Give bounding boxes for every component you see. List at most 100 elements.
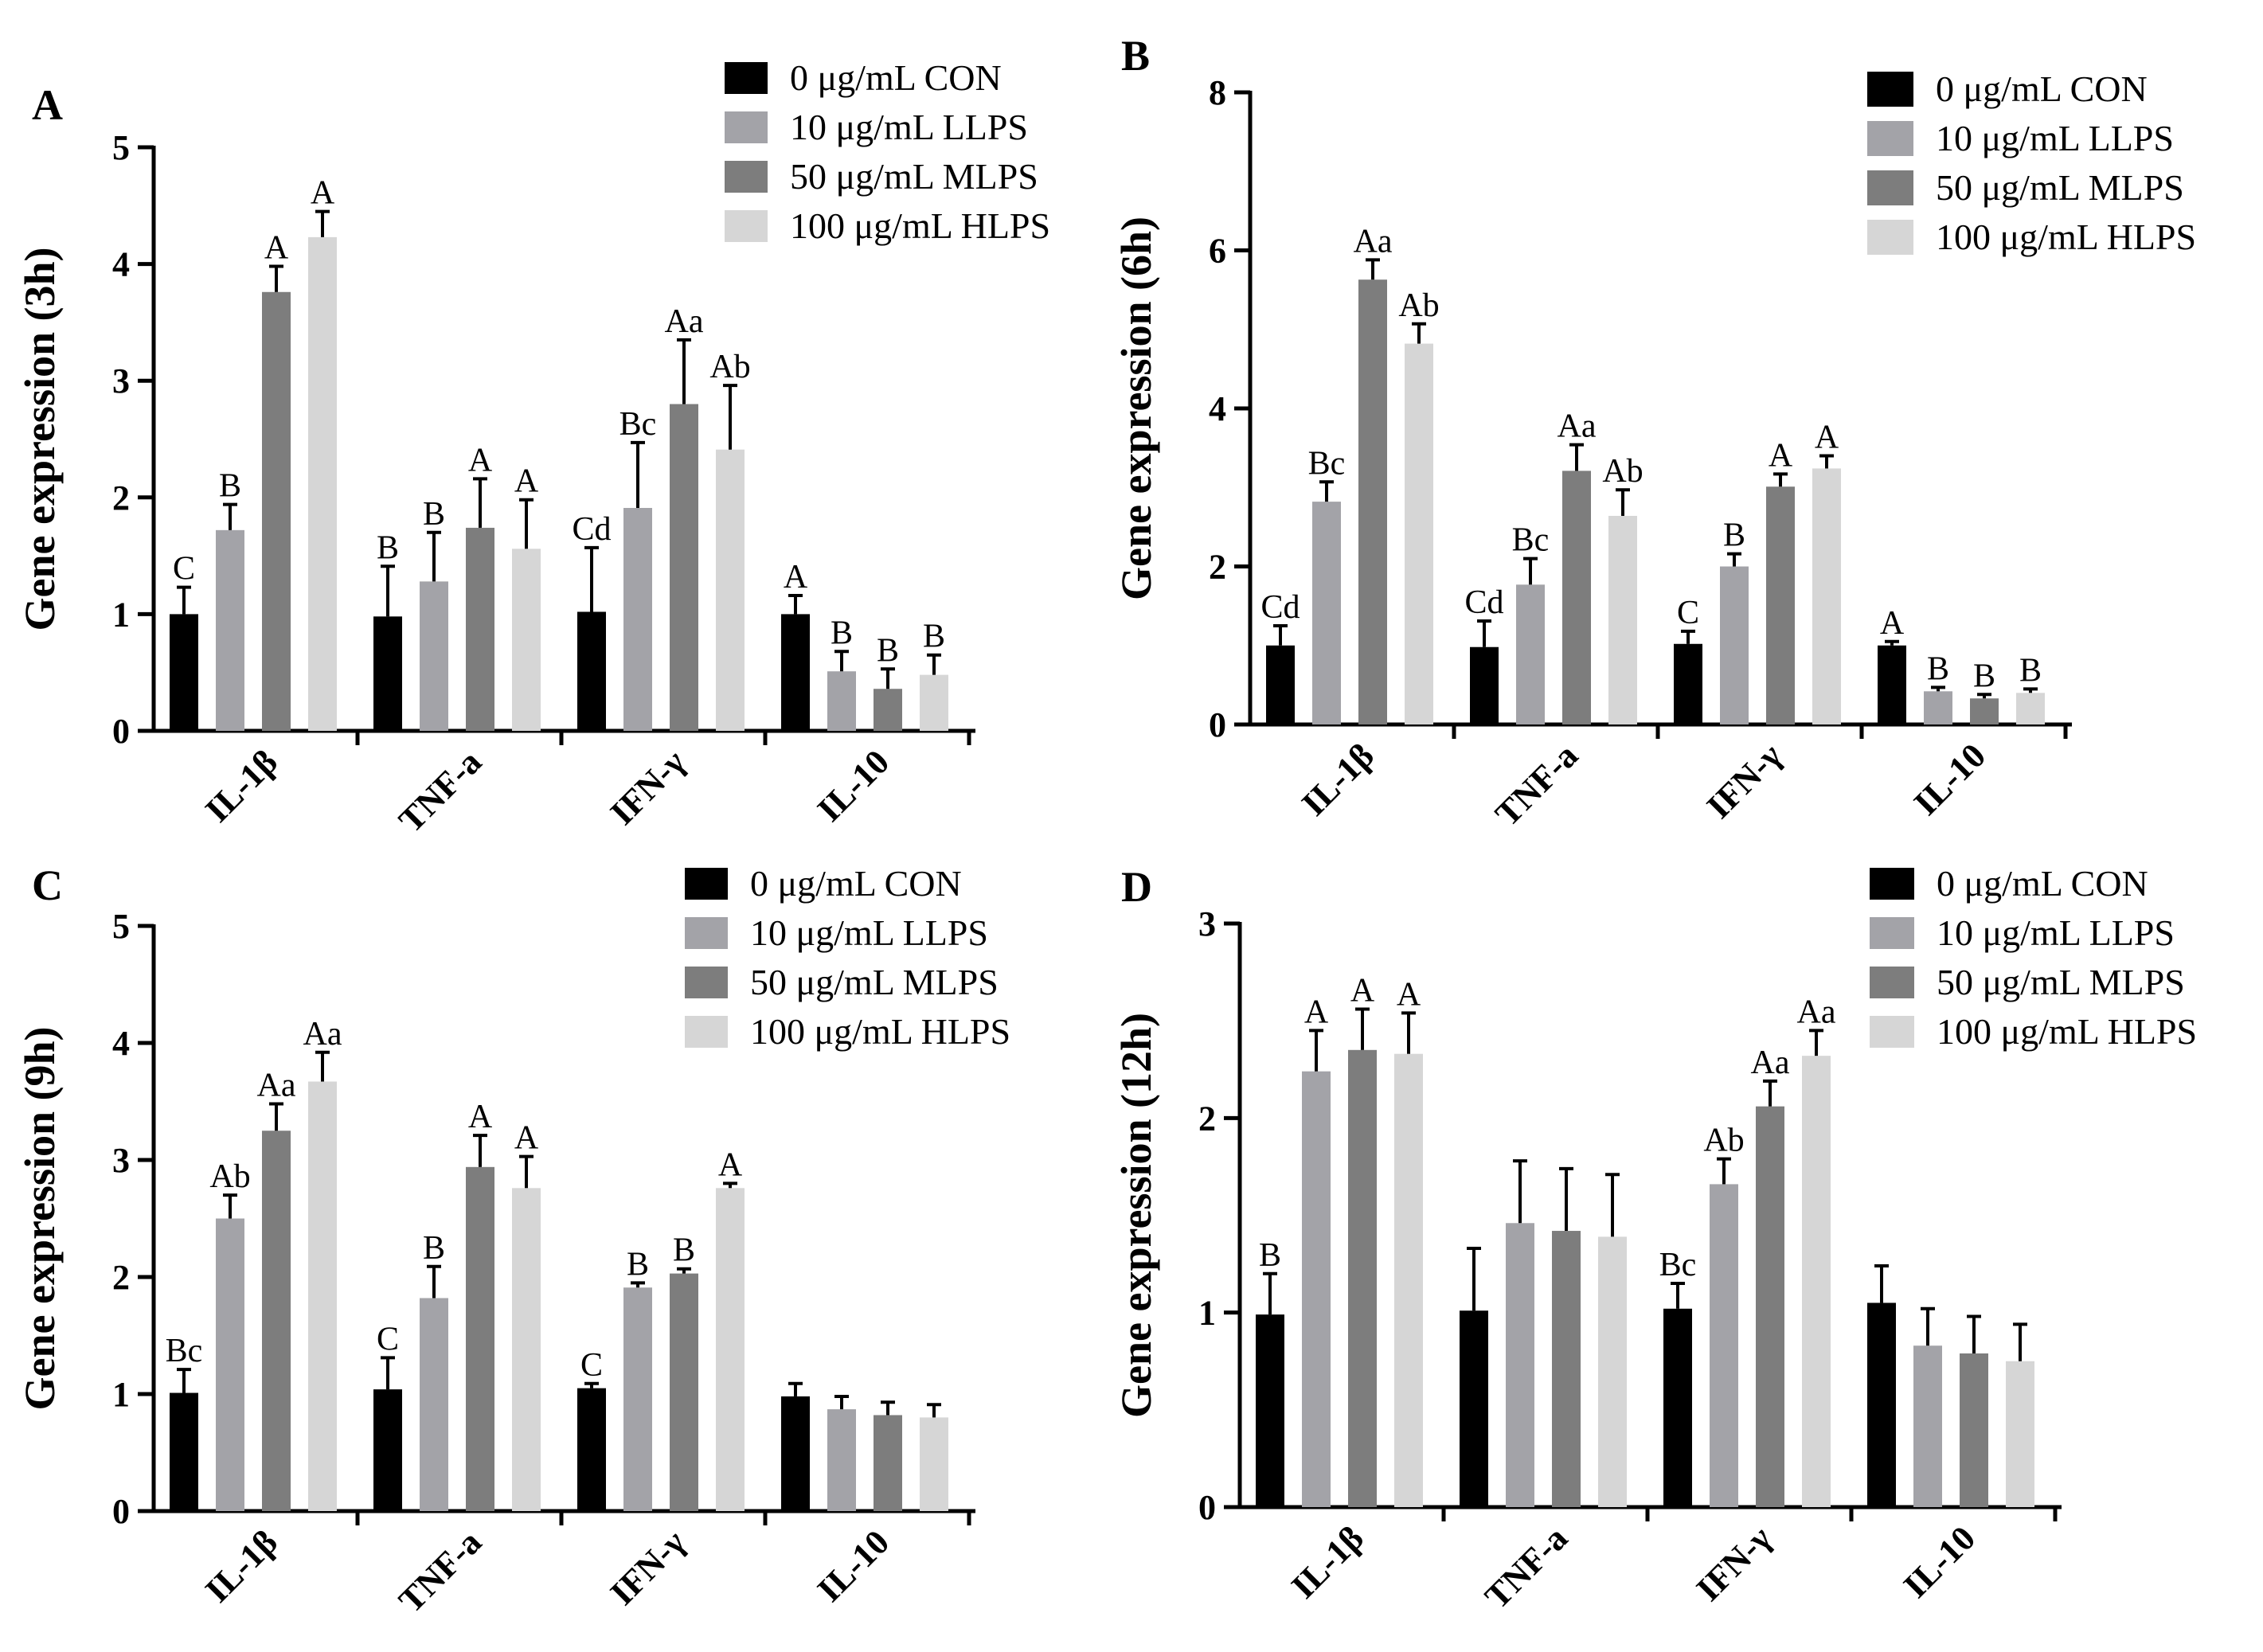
significance-label: Aa xyxy=(1751,1045,1790,1081)
x-tick-label: IFN-γ xyxy=(1689,1518,1779,1608)
significance-label: C xyxy=(580,1347,603,1384)
significance-label: B xyxy=(1723,517,1745,554)
bar-tnf-a-series-3 xyxy=(1598,1236,1627,1507)
bar-ifn--series-3 xyxy=(1812,468,1841,724)
significance-label: Aa xyxy=(257,1067,296,1103)
significance-label: A xyxy=(311,175,335,212)
bar-il-1--series-3 xyxy=(308,1081,337,1511)
bar-ifn--series-0 xyxy=(1674,643,1702,724)
bar-tnf-a-series-1 xyxy=(1516,584,1545,724)
y-axis-label: Gene expression (12h) xyxy=(1112,1013,1160,1418)
y-tick-label: 0 xyxy=(112,712,130,751)
bar-tnf-a-series-1 xyxy=(1506,1223,1534,1507)
bar-il-10-series-0 xyxy=(781,1396,810,1511)
bar-il-1--series-3 xyxy=(308,236,337,732)
significance-label: A xyxy=(1769,437,1793,474)
bar-il-1--series-1 xyxy=(1302,1071,1331,1507)
legend-label: 100 μg/mL HLPS xyxy=(1936,217,2196,257)
significance-label: Bc xyxy=(1512,522,1550,559)
significance-label: B xyxy=(2019,652,2042,689)
significance-label: Aa xyxy=(303,1016,342,1053)
legend-swatch xyxy=(685,1016,728,1048)
bar-il-10-series-1 xyxy=(1924,691,1952,724)
legend-label: 0 μg/mL CON xyxy=(1936,68,2148,109)
legend-swatch xyxy=(1867,72,1913,107)
y-tick-label: 4 xyxy=(112,245,130,284)
significance-label: A xyxy=(264,230,289,267)
y-axis-label: Gene expression (6h) xyxy=(1112,217,1160,600)
legend-swatch xyxy=(1870,868,1914,900)
significance-label: A xyxy=(1350,973,1375,1010)
significance-label: B xyxy=(377,529,399,566)
x-tick-label: IFN-γ xyxy=(603,742,693,832)
bar-il-10-series-3 xyxy=(920,674,948,731)
bar-il-10-series-3 xyxy=(920,1417,948,1511)
significance-label: A xyxy=(1397,976,1421,1013)
legend-swatch xyxy=(725,62,768,94)
significance-label: Bc xyxy=(619,406,657,443)
bar-ifn--series-0 xyxy=(577,1388,606,1511)
legend-label: 50 μg/mL MLPS xyxy=(1937,962,2185,1002)
bar-ifn--series-1 xyxy=(1710,1184,1738,1507)
bar-tnf-a-series-1 xyxy=(420,1298,448,1511)
bar-tnf-a-series-0 xyxy=(373,1389,402,1511)
legend-swatch xyxy=(1870,917,1914,949)
bar-ifn--series-0 xyxy=(1663,1308,1692,1507)
y-tick-label: 3 xyxy=(112,361,130,400)
bar-il-10-series-1 xyxy=(827,671,856,731)
bar-ifn--series-2 xyxy=(1756,1106,1784,1507)
y-tick-label: 2 xyxy=(1209,548,1226,587)
legend-swatch xyxy=(1870,1016,1914,1048)
significance-label: C xyxy=(377,1321,399,1357)
significance-label: A xyxy=(468,1099,493,1135)
x-tick-label: IL-1β xyxy=(1284,1518,1371,1606)
y-axis-label: Gene expression (3h) xyxy=(16,248,64,631)
significance-label: Aa xyxy=(1354,223,1393,260)
bar-il-10-series-3 xyxy=(2016,693,2045,724)
legend-label: 100 μg/mL HLPS xyxy=(750,1011,1010,1052)
bar-ifn--series-1 xyxy=(623,1287,652,1511)
y-tick-label: 4 xyxy=(1209,389,1226,428)
x-tick-label: IFN-γ xyxy=(1699,736,1789,826)
bar-il-1--series-0 xyxy=(1256,1314,1284,1507)
legend-label: 10 μg/mL LLPS xyxy=(750,912,988,953)
bar-il-1--series-2 xyxy=(262,1131,291,1511)
legend-label: 10 μg/mL LLPS xyxy=(1937,912,2175,953)
bar-il-1--series-1 xyxy=(216,529,244,731)
significance-label: Ab xyxy=(1398,287,1439,324)
y-tick-label: 0 xyxy=(1198,1488,1216,1527)
significance-label: Cd xyxy=(1260,589,1300,626)
bar-il-1--series-1 xyxy=(1312,502,1341,724)
significance-label: Aa xyxy=(665,303,704,340)
significance-label: Ab xyxy=(709,349,750,385)
significance-label: Bc xyxy=(1308,445,1346,482)
significance-label: A xyxy=(1880,605,1905,642)
bar-tnf-a-series-2 xyxy=(1562,471,1591,724)
bar-il-10-series-0 xyxy=(1878,645,1906,724)
y-tick-label: 3 xyxy=(112,1141,130,1180)
legend-swatch xyxy=(685,868,728,900)
significance-label: A xyxy=(1304,994,1329,1030)
significance-label: C xyxy=(1677,595,1699,631)
y-tick-label: 2 xyxy=(1198,1099,1216,1138)
x-tick-label: IL-10 xyxy=(1906,736,1993,822)
significance-label: A xyxy=(468,442,493,478)
bar-il-10-series-1 xyxy=(1913,1345,1942,1507)
significance-label: A xyxy=(514,463,539,500)
significance-label: B xyxy=(923,619,945,655)
y-tick-label: 5 xyxy=(112,907,130,946)
significance-label: B xyxy=(1927,650,1949,687)
bar-ifn--series-3 xyxy=(716,449,745,731)
legend-swatch xyxy=(685,917,728,949)
x-tick-label: TNF-a xyxy=(391,1522,489,1620)
bar-tnf-a-series-0 xyxy=(1470,646,1499,724)
bar-il-10-series-0 xyxy=(1867,1302,1896,1507)
significance-label: B xyxy=(831,615,853,651)
significance-label: C xyxy=(173,551,195,588)
bar-tnf-a-series-0 xyxy=(1460,1310,1488,1507)
bar-tnf-a-series-0 xyxy=(373,616,402,731)
legend-label: 100 μg/mL HLPS xyxy=(1937,1011,2197,1052)
bar-ifn--series-0 xyxy=(577,611,606,731)
